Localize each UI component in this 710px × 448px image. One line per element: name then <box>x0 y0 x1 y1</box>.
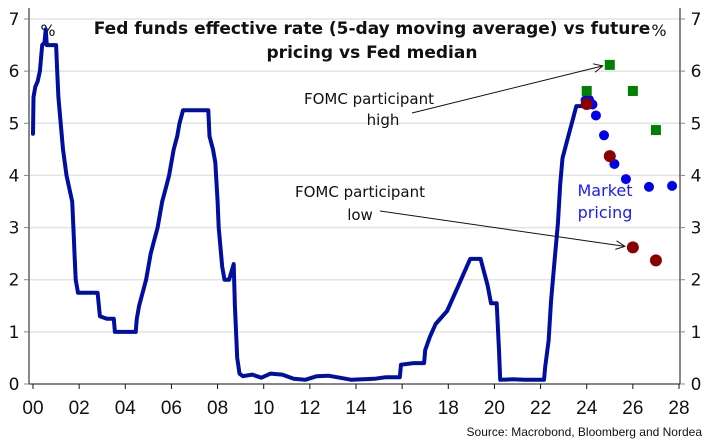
y-tick-label-left: 7 <box>9 10 20 30</box>
annotation-arrow-low <box>379 210 625 247</box>
annotation-arrowhead-high <box>592 63 604 73</box>
x-tick-label: 04 <box>115 398 137 419</box>
series-fed-median <box>580 97 662 267</box>
marker-market-pricing <box>599 130 610 141</box>
marker-market-pricing <box>620 174 631 185</box>
y-tick-label-left: 2 <box>9 271 20 291</box>
y-tick-label-right: 7 <box>691 10 702 30</box>
x-tick-label: 20 <box>484 398 505 419</box>
x-tick-label: 22 <box>530 398 551 419</box>
annotation-arrowhead-low <box>615 240 626 250</box>
annotation-market-pricing-line-1: Market <box>578 181 633 200</box>
x-tick-label: 08 <box>207 398 228 419</box>
y-tick-label-left: 0 <box>9 375 20 395</box>
y-tick-label-right: 1 <box>691 323 702 343</box>
marker-market-pricing <box>644 181 655 192</box>
y-tick-label-left: 1 <box>9 323 20 343</box>
marker-market-pricing <box>590 110 601 121</box>
y-tick-label-right: 3 <box>691 219 702 239</box>
y-tick-label-left: 3 <box>9 219 20 239</box>
annotation-fomc-high-line-1: FOMC participant <box>304 90 434 108</box>
marker-market-pricing <box>667 180 678 191</box>
y-tick-label-right: 2 <box>691 271 702 291</box>
series-fomc-high <box>581 59 661 136</box>
y-tick-label-right: 5 <box>691 114 702 134</box>
y-axis-right: 0 1 2 3 4 5 6 7 <box>680 10 701 395</box>
chart-title-line-1: Fed funds effective rate (5-day moving a… <box>94 19 651 39</box>
annotation-arrow-high <box>411 65 603 114</box>
series-market-pricing <box>580 94 678 192</box>
marker-fed-median <box>649 254 662 267</box>
y-tick-label-right: 4 <box>691 166 702 186</box>
x-tick-label: 00 <box>22 398 43 419</box>
x-tick-label: 06 <box>161 398 182 419</box>
y-tick-label-left: 6 <box>9 62 20 82</box>
x-tick-label: 16 <box>392 398 413 419</box>
x-tick-label: 24 <box>576 398 598 419</box>
marker-fomc-high <box>627 85 638 96</box>
y-tick-label-left: 5 <box>9 114 20 134</box>
x-axis: 00 02 04 06 08 10 12 14 16 18 20 22 24 26 28 <box>22 384 690 419</box>
annotation-fomc-low-line-1: FOMC participant <box>295 183 425 201</box>
chart-title-line-2: pricing vs Fed median <box>267 43 478 63</box>
marker-fed-median <box>603 150 616 163</box>
marker-fed-median <box>580 97 593 110</box>
marker-fomc-high <box>604 59 615 70</box>
y-tick-label-left: 4 <box>9 166 20 186</box>
x-tick-label: 12 <box>299 398 320 419</box>
y-tick-label-right: 6 <box>691 62 702 82</box>
y-tick-label-right: 0 <box>691 375 702 395</box>
fed-funds-rate-line <box>31 27 588 382</box>
marker-fomc-high <box>581 85 592 96</box>
series-fed-funds-line <box>31 27 588 382</box>
y-axis-left: 0 1 2 3 4 5 6 7 <box>9 10 29 395</box>
gridlines <box>29 18 680 333</box>
x-tick-label: 28 <box>668 398 689 419</box>
annotation-fomc-high-line-2: high <box>367 111 400 129</box>
x-tick-label: 02 <box>69 398 90 419</box>
x-tick-label: 14 <box>345 398 367 419</box>
source-note: Source: Macrobond, Bloomberg and Nordea <box>467 425 703 439</box>
annotation-fomc-low-line-2: low <box>347 206 373 224</box>
marker-fomc-high <box>650 125 661 136</box>
x-tick-label: 18 <box>438 398 459 419</box>
marker-fed-median <box>626 241 639 254</box>
annotation-market-pricing-line-2: pricing <box>578 203 633 222</box>
x-tick-label: 10 <box>253 398 274 419</box>
y-unit-right: % <box>651 21 666 40</box>
x-tick-label: 26 <box>622 398 643 419</box>
